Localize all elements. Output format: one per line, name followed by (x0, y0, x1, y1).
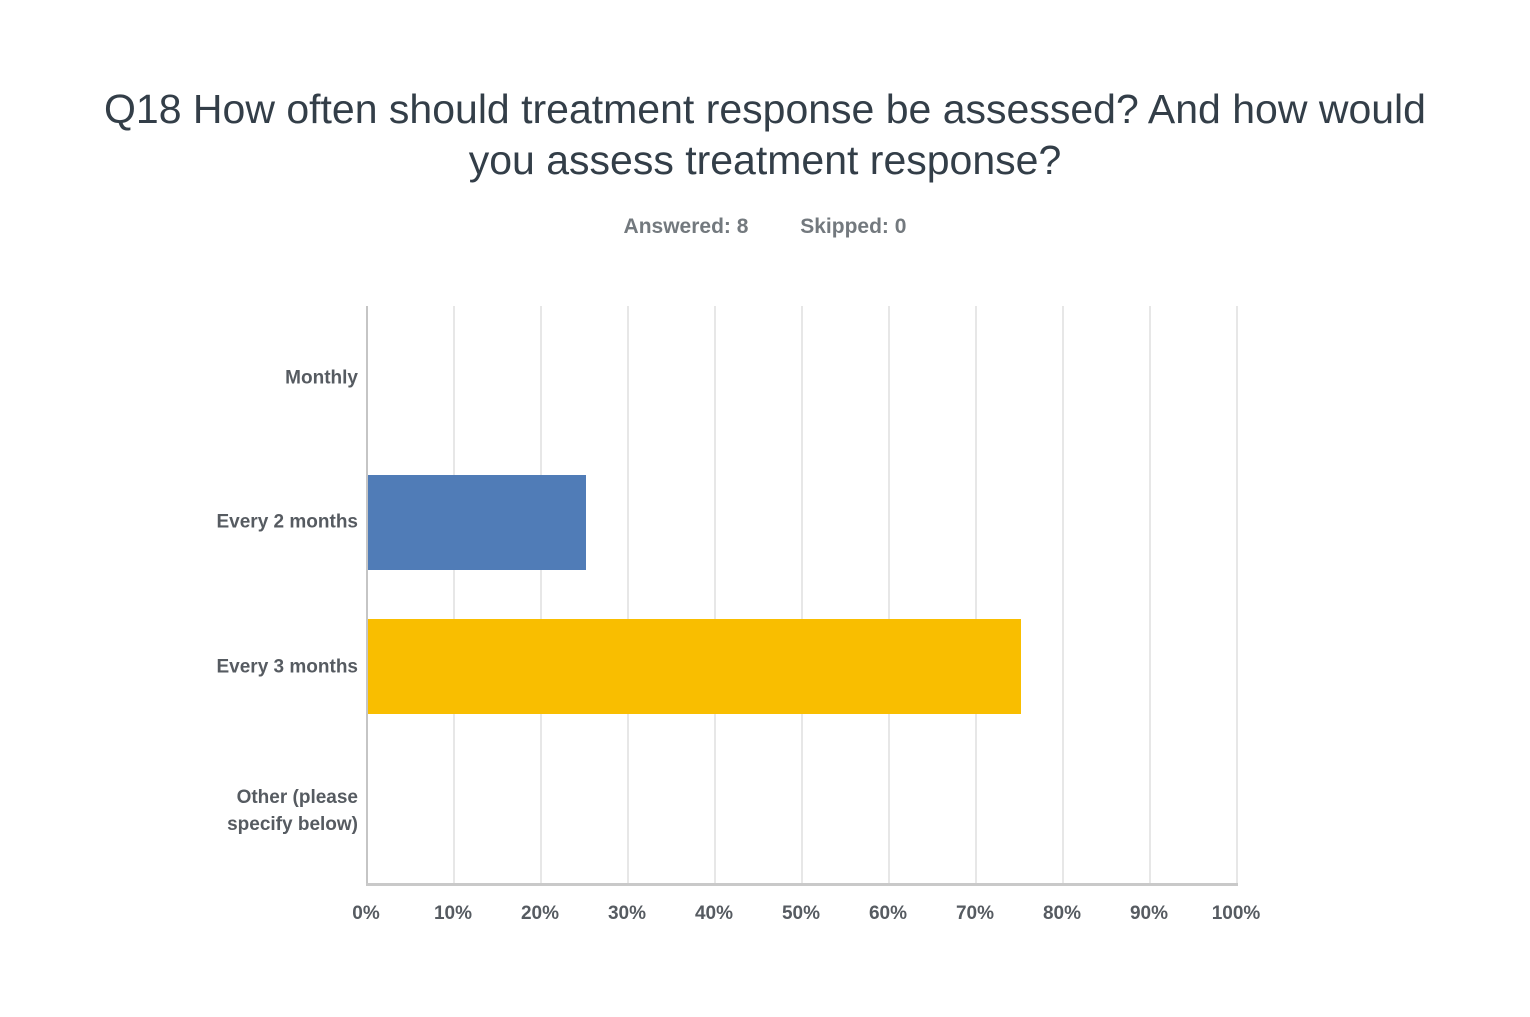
category-label-every-3-months: Every 3 months (216, 656, 359, 678)
gridline-10% (453, 306, 455, 883)
x-tick-label-0%: 0% (352, 903, 380, 924)
category-label-every-2-months: Every 2 months (216, 511, 359, 533)
bar-every-3-months (368, 619, 1021, 714)
gridline-30% (627, 306, 629, 883)
x-tick-label-20%: 20% (520, 903, 560, 924)
gridline-20% (540, 306, 542, 883)
gridline-40% (714, 306, 716, 883)
gridline-60% (888, 306, 890, 883)
bar-every-2-months (368, 475, 586, 570)
x-axis-line (366, 883, 1238, 886)
gridline-50% (801, 306, 803, 883)
axis-zero-line (366, 306, 368, 883)
x-tick-label-70%: 70% (955, 903, 995, 924)
x-tick-label-10%: 10% (433, 903, 473, 924)
gridline-100% (1236, 306, 1238, 883)
x-tick-label-90%: 90% (1129, 903, 1169, 924)
skipped-count: Skipped: 0 (800, 215, 907, 238)
gridline-80% (1062, 306, 1064, 883)
category-label-monthly: Monthly (285, 367, 358, 389)
x-tick-label-50%: 50% (781, 903, 821, 924)
gridline-70% (975, 306, 977, 883)
x-tick-label-80%: 80% (1042, 903, 1082, 924)
chart-title-line1: Q18 How often should treatment response … (104, 86, 1426, 132)
x-tick-label-60%: 60% (868, 903, 908, 924)
response-stats: Answered: 8 Skipped: 0 (0, 215, 1530, 239)
chart-title: Q18 How often should treatment response … (35, 84, 1495, 186)
gridline-90% (1149, 306, 1151, 883)
plot-area (366, 306, 1238, 886)
x-tick-label-40%: 40% (694, 903, 734, 924)
category-label-other-please-specify-below: Other (please specify below) (227, 787, 358, 835)
x-tick-label-30%: 30% (607, 903, 647, 924)
chart-title-line2: you assess treatment response? (468, 137, 1062, 183)
answered-count: Answered: 8 (623, 215, 749, 238)
x-tick-label-100%: 100% (1211, 903, 1261, 924)
